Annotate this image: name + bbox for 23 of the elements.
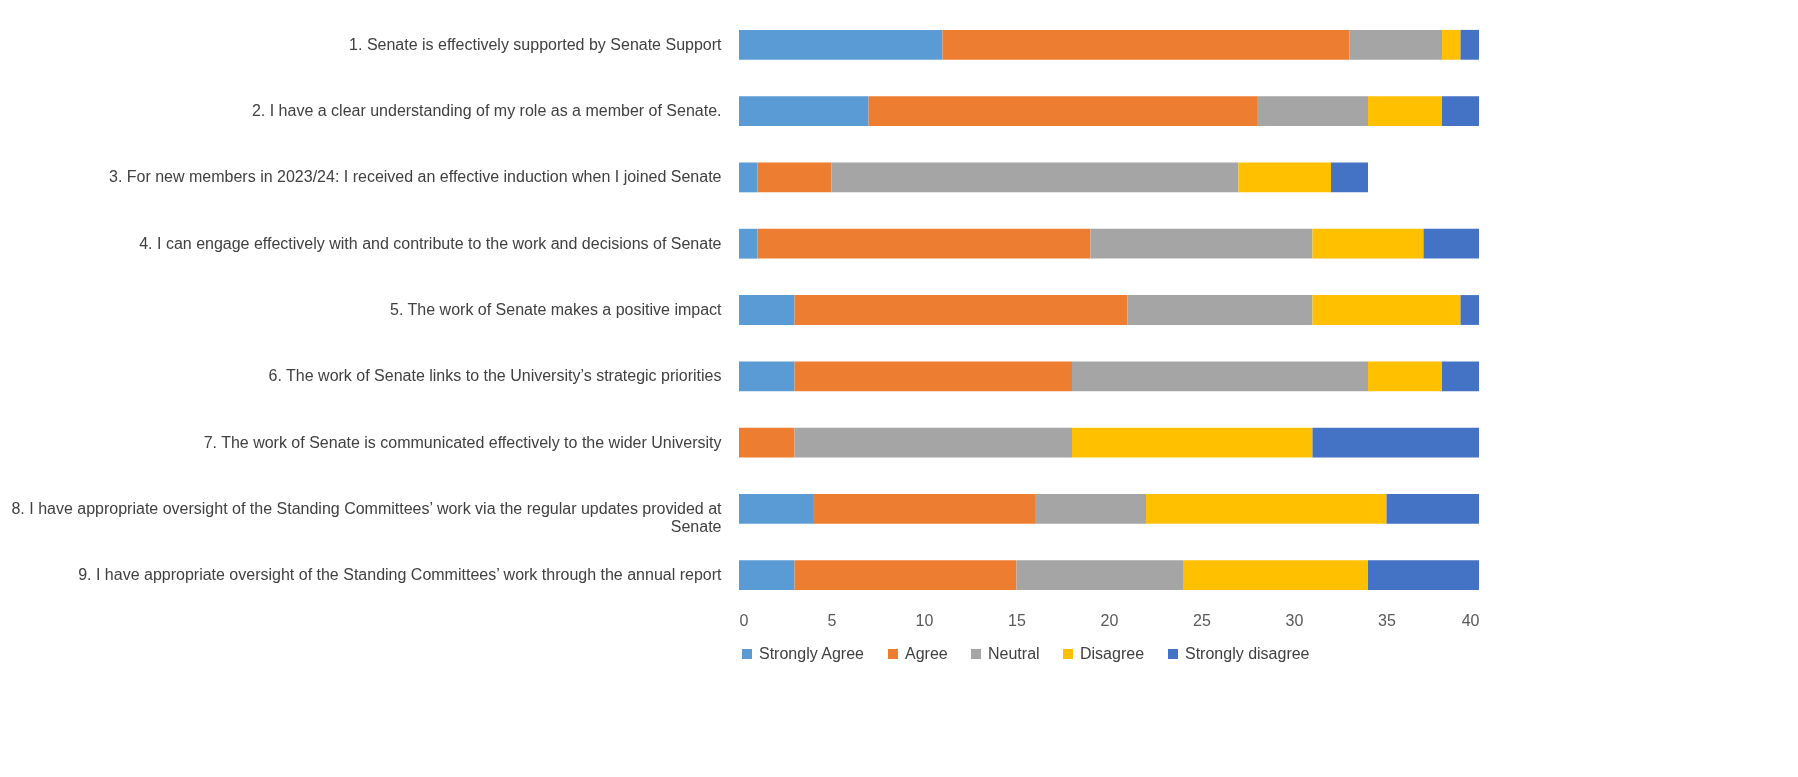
- y-tick-label: 8. I have appropriate oversight of the Standing Committees’ work via the regular updates provided at Senate: [11, 499, 723, 535]
- x-tick-label: 15: [1008, 611, 1026, 629]
- x-tick-label: 35: [1378, 611, 1396, 629]
- legend-label: Agree: [905, 645, 948, 662]
- x-tick-label: 30: [1285, 611, 1304, 629]
- y-tick-label: 3. For new members in 2023/24: I received an effective induction when I joined Senate: [108, 168, 722, 186]
- y-tick-label: 1. Senate is effectively supported by Senate Support: [349, 35, 723, 53]
- legend-label: Neutral: [988, 645, 1040, 662]
- x-tick-label: 20: [1100, 611, 1119, 629]
- legend-label: Strongly disagree: [1185, 645, 1310, 662]
- y-tick-label: 5. The work of Senate makes a positive impact: [390, 301, 723, 318]
- y-tick-label: 9. I have appropriate oversight of the Standing Committees’ work through the annual report: [78, 566, 723, 584]
- x-tick-label: 5: [827, 611, 837, 629]
- x-tick-label: 40: [1461, 611, 1480, 629]
- y-tick-label: 2. I have a clear understanding of my role as a member of Senate.: [251, 102, 722, 120]
- x-tick-label: 25: [1193, 611, 1211, 629]
- x-tick-label: 0: [739, 611, 749, 629]
- y-tick-label: 6. The work of Senate links to the University’s strategic priorities: [268, 367, 722, 385]
- legend-label: Disagree: [1080, 645, 1145, 662]
- legend-label: Strongly Agree: [759, 645, 865, 662]
- y-tick-label: 4. I can engage effectively with and contribute to the work and decisions of Senate: [139, 234, 722, 252]
- x-tick-label: 10: [915, 611, 934, 629]
- y-tick-label: 7. The work of Senate is communicated effectively to the wider University: [203, 433, 722, 451]
